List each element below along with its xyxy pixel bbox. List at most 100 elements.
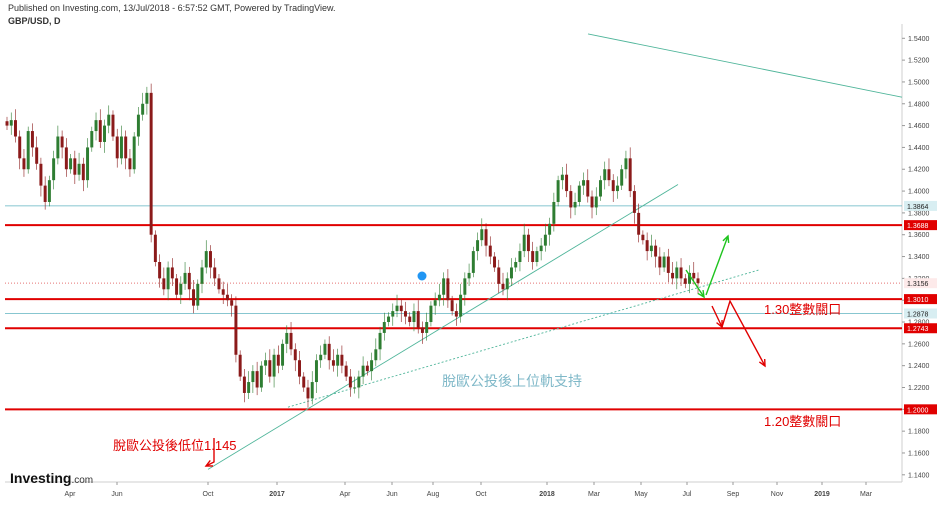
- candle-body: [404, 311, 407, 317]
- candle-body: [187, 272, 191, 290]
- candle-body: [429, 305, 433, 323]
- candle-body: [535, 251, 539, 263]
- candle-body: [251, 371, 255, 383]
- x-tick-label: Oct: [203, 491, 214, 498]
- candle-body: [43, 185, 47, 202]
- candle-body: [484, 229, 488, 246]
- y-tick-label: 1.4400: [908, 145, 930, 152]
- x-tick-label: Mar: [588, 491, 601, 498]
- candle-body: [196, 283, 200, 306]
- annotation-channel-support: 脫歐公投後上位軌支持: [442, 373, 582, 389]
- candle-body: [662, 256, 666, 268]
- level-label: 1.3010: [907, 297, 929, 304]
- candle-body: [314, 360, 318, 383]
- y-tick-label: 1.4000: [908, 189, 930, 196]
- candle-body: [170, 267, 174, 279]
- y-tick-label: 1.5400: [908, 36, 930, 43]
- candle-body: [611, 180, 615, 192]
- projection-arrow-up-head: [722, 234, 730, 244]
- candle-body: [620, 169, 624, 186]
- x-tick-label: 2019: [814, 491, 830, 498]
- candle-body: [158, 262, 162, 279]
- candle-body: [365, 365, 369, 372]
- level-label: 1.2743: [907, 326, 929, 333]
- annotation-120-level: 1.20整數關口: [764, 414, 841, 429]
- candle-body: [361, 365, 365, 377]
- candle-body: [548, 223, 552, 235]
- candle-body: [264, 360, 268, 366]
- candle-body: [641, 234, 645, 241]
- candle-body: [145, 92, 149, 104]
- candle-body: [35, 147, 39, 164]
- candle-body: [615, 185, 619, 192]
- candle-body: [336, 354, 340, 366]
- candle-body: [192, 289, 196, 306]
- candle-body: [281, 343, 285, 366]
- candle-body: [420, 327, 424, 333]
- candle-body: [153, 234, 157, 263]
- candle-body: [348, 376, 352, 388]
- candle-body: [234, 305, 238, 355]
- candle-body: [107, 114, 111, 126]
- candle-body: [416, 311, 420, 328]
- candle-body: [531, 251, 535, 263]
- candle-body: [378, 332, 382, 350]
- candle-body: [9, 120, 13, 126]
- x-tick-label: Apr: [340, 491, 352, 498]
- candle-body: [463, 278, 467, 295]
- candle-body: [136, 114, 140, 137]
- low-pointer-arrow: [205, 438, 215, 467]
- candle-body: [560, 174, 564, 181]
- level-label-box: [904, 323, 937, 334]
- candle-body: [692, 272, 696, 279]
- x-tick-label: May: [634, 491, 648, 498]
- candle-body: [289, 332, 293, 350]
- candle-body: [94, 120, 98, 132]
- candle-body: [276, 354, 280, 366]
- projection-arrow-drop-head: [758, 358, 766, 368]
- candle-body: [514, 262, 518, 268]
- candle-body: [577, 185, 581, 202]
- trendline: [287, 269, 761, 408]
- candle-body: [582, 180, 586, 186]
- candle-body: [217, 278, 221, 290]
- low-pointer-arrow-head: [204, 460, 214, 467]
- candle-body: [272, 354, 276, 377]
- level-label-box: [904, 200, 937, 211]
- candle-body: [26, 131, 30, 170]
- y-tick-label: 1.4800: [908, 101, 930, 108]
- candle-body: [395, 305, 399, 312]
- candle-body: [331, 360, 335, 366]
- candle-body: [255, 371, 259, 388]
- y-tick-label: 1.2200: [908, 385, 930, 392]
- candle-body: [115, 136, 119, 159]
- x-tick-label: Sep: [727, 491, 740, 498]
- candle-body: [323, 343, 327, 355]
- candle-body: [696, 278, 700, 284]
- candle-body: [480, 229, 484, 241]
- candle-body: [310, 382, 314, 399]
- annotation-brexit-low: 脫歐公投後低位1.145: [113, 438, 237, 453]
- candle-body: [166, 267, 170, 290]
- event-marker-icon: [417, 271, 427, 281]
- candle-body: [518, 251, 522, 263]
- candle-body: [556, 180, 560, 202]
- published-caption: Published on Investing.com, 13/Jul/2018 …: [8, 3, 336, 13]
- y-tick-label: 1.1400: [908, 472, 930, 479]
- candle-body: [60, 136, 64, 148]
- candle-body: [225, 294, 229, 301]
- level-label-box: [904, 220, 937, 231]
- x-tick-label: 2017: [269, 491, 285, 498]
- candle-body: [39, 163, 43, 186]
- candle-body: [594, 196, 598, 208]
- candle-body: [302, 376, 306, 388]
- candle-body: [5, 121, 9, 126]
- candle-body: [213, 267, 217, 279]
- candle-body: [81, 163, 85, 181]
- y-tick-label: 1.4200: [908, 167, 930, 174]
- candle-body: [382, 322, 386, 333]
- candle-body: [69, 158, 73, 170]
- candle-body: [247, 382, 251, 393]
